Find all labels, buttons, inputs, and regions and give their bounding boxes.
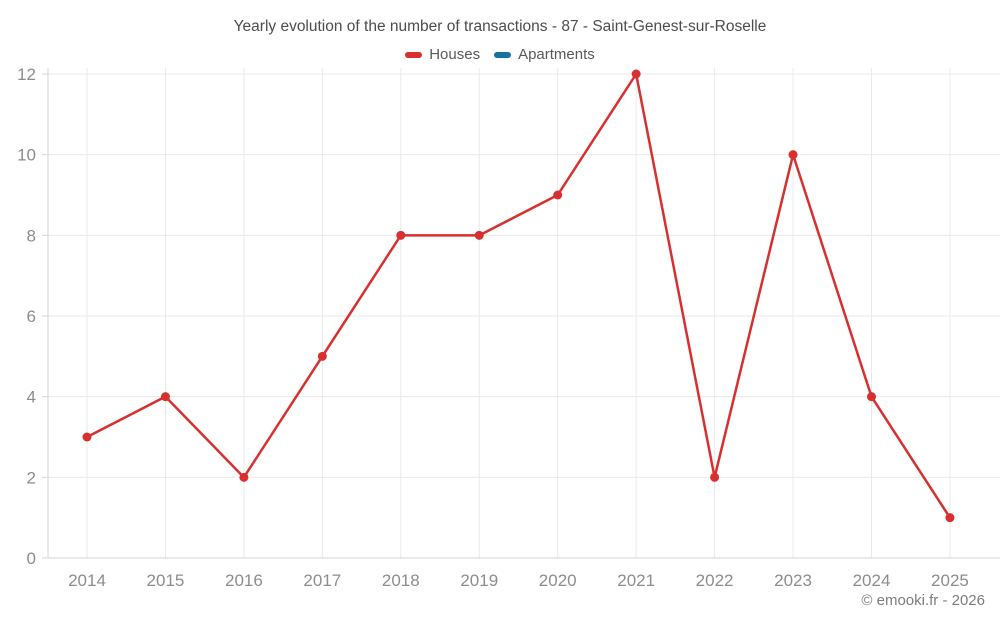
x-axis-tick-label: 2018 <box>382 571 420 590</box>
y-axis-tick-label: 4 <box>27 388 36 407</box>
y-axis-tick-label: 6 <box>27 307 36 326</box>
x-axis-tick-label: 2019 <box>460 571 498 590</box>
data-point-houses-2014[interactable] <box>82 432 92 442</box>
x-axis-tick-label: 2020 <box>539 571 577 590</box>
data-point-houses-2017[interactable] <box>317 351 327 361</box>
data-point-houses-2020[interactable] <box>553 190 563 200</box>
legend-item-houses[interactable]: Houses <box>405 46 480 63</box>
data-point-houses-2018[interactable] <box>396 230 406 240</box>
y-axis-tick-label: 8 <box>27 226 36 245</box>
x-axis-tick-label: 2024 <box>853 571 891 590</box>
x-axis-tick-label: 2017 <box>303 571 341 590</box>
data-point-houses-2019[interactable] <box>474 230 484 240</box>
apartments-series-swatch-icon <box>494 51 512 58</box>
legend-label-apartments: Apartments <box>518 46 595 63</box>
x-axis-tick-label: 2023 <box>774 571 812 590</box>
x-axis-tick-label: 2022 <box>696 571 734 590</box>
y-axis-tick-label: 12 <box>17 65 36 84</box>
legend-item-apartments[interactable]: Apartments <box>494 46 595 63</box>
legend-label-houses: Houses <box>429 46 481 63</box>
data-point-houses-2015[interactable] <box>160 392 170 402</box>
data-point-houses-2025[interactable] <box>945 513 955 523</box>
y-axis-tick-label: 2 <box>27 468 36 487</box>
x-axis-tick-label: 2016 <box>225 571 263 590</box>
data-point-houses-2024[interactable] <box>867 392 876 402</box>
chart-legend: Houses Apartments <box>0 46 1000 63</box>
data-point-houses-2022[interactable] <box>710 472 720 482</box>
data-point-houses-2023[interactable] <box>788 150 798 160</box>
data-point-houses-2021[interactable] <box>631 69 641 79</box>
copyright-credit: © emooki.fr - 2026 <box>861 592 985 609</box>
x-axis-tick-label: 2014 <box>68 571 106 590</box>
chart-title: Yearly evolution of the number of transa… <box>233 18 767 35</box>
houses-series-swatch-icon <box>405 51 423 58</box>
x-axis-tick-label: 2015 <box>147 571 185 590</box>
x-axis-tick-label: 2021 <box>617 571 655 590</box>
y-axis-tick-label: 0 <box>27 549 36 568</box>
x-axis-tick-label: 2025 <box>931 571 969 590</box>
series-line-houses <box>85 72 952 519</box>
data-point-houses-2016[interactable] <box>239 472 249 482</box>
y-axis-tick-label: 10 <box>17 146 36 165</box>
